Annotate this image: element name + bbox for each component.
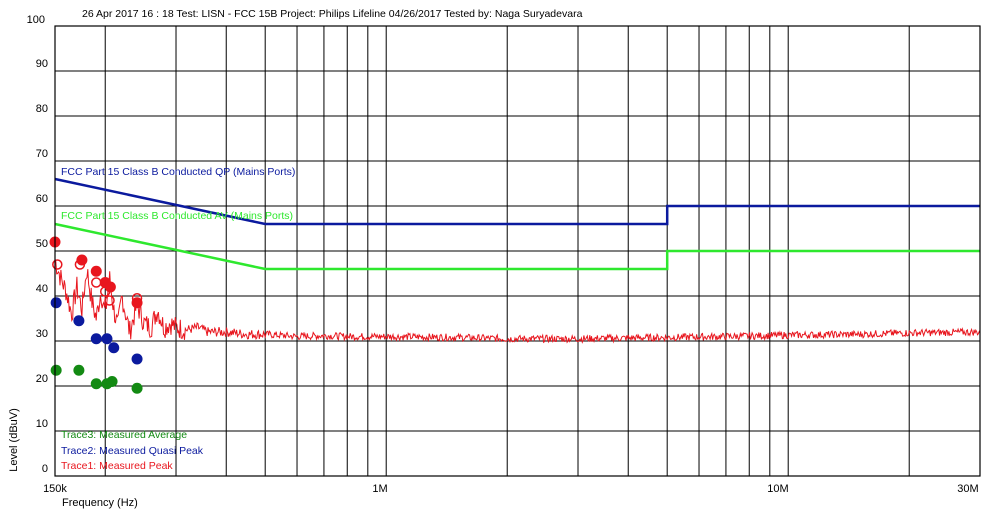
peak-point	[131, 297, 143, 309]
y-tick-label-30: 30	[36, 328, 48, 340]
legend-trace3: Trace3: Measured Average	[61, 429, 187, 441]
average-point	[90, 378, 102, 390]
quasi-peak-point	[90, 333, 102, 345]
x-tick-label-10M: 10M	[767, 483, 788, 495]
plot-frame	[54, 25, 981, 477]
y-tick-label-80: 80	[36, 103, 48, 115]
y-tick-label-50: 50	[36, 238, 48, 250]
average-point	[50, 364, 62, 376]
quasi-peak-point	[108, 342, 120, 354]
peak-hollow-point	[52, 259, 63, 270]
y-axis-label: Level (dBuV)	[8, 408, 20, 472]
x-tick-label-150k: 150k	[43, 483, 67, 495]
qp-limit-label: FCC Part 15 Class B Conducted QP (Mains …	[61, 166, 295, 178]
peak-trace-line	[54, 259, 981, 344]
limit-line-labels: FCC Part 15 Class B Conducted QP (Mains …	[61, 166, 295, 222]
legend: Trace3: Measured Average Trace2: Measure…	[61, 429, 204, 472]
x-tick-label-1M: 1M	[372, 483, 387, 495]
peak-point	[104, 281, 116, 293]
y-tick-label-40: 40	[36, 283, 48, 295]
av-limit-line	[54, 222, 980, 271]
y-tick-label-60: 60	[36, 193, 48, 205]
x-tick-label-30M: 30M	[957, 483, 978, 495]
quasi-peak-point	[131, 353, 143, 365]
y-tick-label-0: 0	[42, 463, 48, 475]
peak-hollow-point	[104, 295, 115, 306]
average-point	[106, 376, 118, 387]
quasi-peak-point	[50, 297, 62, 309]
average-point	[131, 382, 143, 394]
x-axis-label: Frequency (Hz)	[62, 497, 138, 509]
peak-hollow-point	[91, 277, 102, 288]
chart-title: 26 Apr 2017 16 : 18 Test: LISN - FCC 15B…	[82, 8, 583, 20]
y-tick-label-70: 70	[36, 148, 48, 160]
quasi-peak-point	[73, 315, 85, 327]
y-tick-label-100: 100	[27, 14, 45, 26]
legend-trace1: Trace1: Measured Peak	[61, 460, 173, 472]
y-tick-label-20: 20	[36, 373, 48, 385]
peak-point	[76, 254, 88, 266]
qp-limit-line	[54, 177, 980, 226]
data-traces	[54, 259, 981, 344]
peak-point	[90, 265, 102, 277]
x-tick-labels: 150k 1M 10M 30M	[43, 483, 979, 495]
data-markers	[49, 236, 143, 394]
y-tick-label-90: 90	[36, 58, 48, 70]
av-limit-label: FCC Part 15 Class B Conducted AV (Mains …	[61, 210, 293, 222]
legend-trace2: Trace2: Measured Quasi Peak	[61, 445, 204, 457]
limit-lines	[54, 177, 980, 271]
y-tick-label-10: 10	[36, 418, 48, 430]
quasi-peak-point	[101, 333, 113, 345]
average-point	[73, 364, 85, 376]
y-tick-labels: 100 90 80 70 60 50 40 30 20 10 0	[27, 14, 48, 475]
